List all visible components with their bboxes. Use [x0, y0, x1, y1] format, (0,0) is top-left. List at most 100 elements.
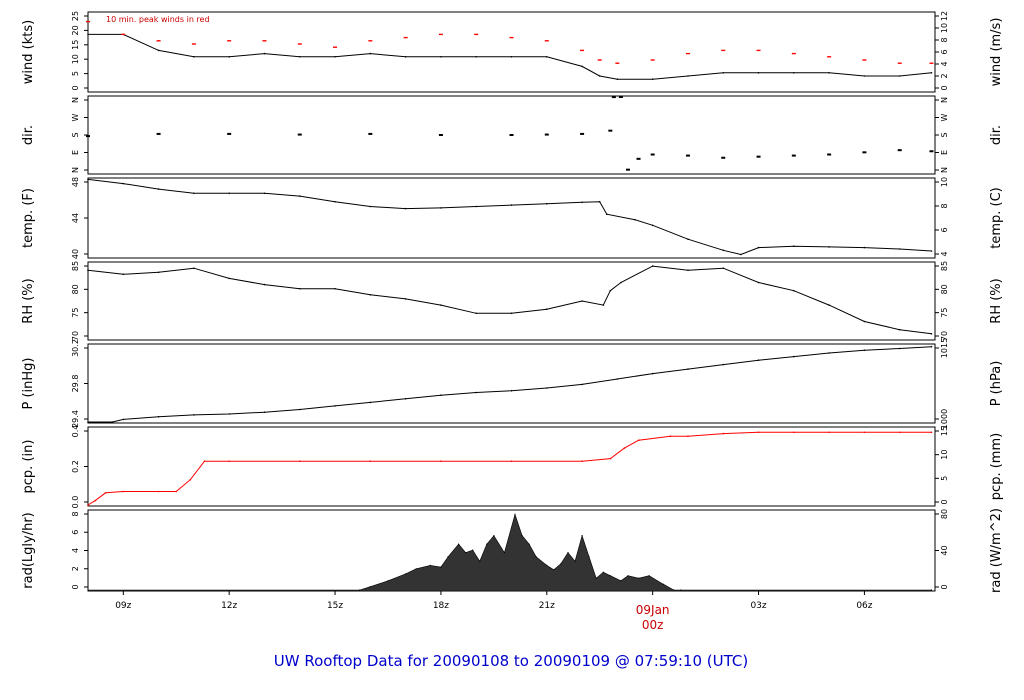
- direction-point: [227, 132, 232, 135]
- series-line: [87, 265, 932, 335]
- series-line: [87, 178, 932, 256]
- x-tick-label: 21z: [539, 601, 555, 611]
- radiation-point: [493, 535, 495, 537]
- panel-frame: [87, 426, 936, 507]
- data-point: [87, 178, 89, 181]
- y-tick-label-right: 0: [940, 85, 949, 90]
- data-point: [546, 308, 548, 311]
- data-point: [157, 271, 160, 274]
- data-point: [598, 200, 601, 203]
- y-tick-label-left: 30.2: [71, 339, 80, 357]
- x-tick-label: 03z: [750, 601, 766, 611]
- data-point: [687, 368, 689, 370]
- direction-point: [756, 155, 761, 158]
- data-point: [334, 287, 336, 290]
- x-tick-label: 09z: [115, 601, 131, 611]
- panel-frame: [87, 11, 936, 93]
- data-point: [510, 389, 513, 392]
- y-tick-label-right: 85: [940, 261, 949, 271]
- data-point: [546, 202, 548, 205]
- y-axis-label-left: pcp. (in): [21, 440, 36, 494]
- y-tick-label-left: 29.8: [71, 375, 80, 393]
- data-point: [687, 435, 689, 438]
- direction-point: [625, 168, 630, 171]
- data-point: [299, 56, 301, 58]
- y-tick-label-right: 40: [940, 545, 949, 555]
- y-axis-label-left: dir.: [21, 125, 36, 145]
- panel-frame: [87, 343, 936, 424]
- direction-point: [636, 157, 641, 160]
- direction-point: [791, 154, 796, 157]
- y-tick-label-right: 10: [940, 23, 949, 33]
- data-point: [620, 281, 622, 284]
- data-point: [157, 188, 160, 190]
- data-point: [404, 298, 407, 300]
- y-tick-label-right: 80: [940, 509, 949, 519]
- data-point: [898, 328, 901, 331]
- data-point: [228, 56, 230, 58]
- y-axis-label-left: wind (kts): [21, 20, 36, 84]
- y-tick-label-right: 80: [940, 284, 949, 294]
- y-tick-label-left: 0.2: [71, 460, 80, 473]
- data-point: [598, 75, 601, 77]
- data-point: [122, 490, 125, 493]
- data-point: [299, 195, 301, 197]
- data-point: [299, 460, 301, 463]
- data-point: [793, 245, 795, 247]
- data-point: [793, 72, 795, 74]
- direction-point: [438, 134, 443, 136]
- data-point: [440, 207, 442, 209]
- data-point: [334, 200, 336, 203]
- data-point: [581, 300, 583, 302]
- radiation-point: [553, 569, 555, 571]
- data-point: [930, 431, 933, 434]
- radiation-point: [528, 543, 530, 545]
- y-tick-label-left: N: [71, 167, 80, 173]
- data-point: [609, 289, 612, 292]
- radiation-point: [440, 566, 442, 568]
- direction-point: [929, 150, 934, 153]
- data-point: [94, 499, 96, 502]
- radiation-point: [359, 589, 361, 591]
- y-tick-label-right: 10: [940, 177, 949, 187]
- x-tick-label: 18z: [433, 601, 449, 611]
- data-point: [828, 246, 830, 248]
- data-point: [722, 72, 725, 74]
- data-point: [334, 405, 336, 407]
- data-point: [930, 72, 933, 74]
- data-point: [828, 352, 830, 354]
- x-tick-label: 06z: [856, 601, 872, 611]
- data-point: [122, 418, 125, 421]
- y-tick-label-left: E: [71, 150, 80, 155]
- data-point: [263, 283, 266, 286]
- data-point: [863, 75, 866, 77]
- radiation-point: [581, 535, 583, 537]
- direction-point: [509, 134, 514, 136]
- y-tick-label-left: 4: [71, 548, 80, 553]
- data-point: [687, 269, 689, 272]
- y-axis-label-right: wind (m/s): [989, 18, 1004, 87]
- radiation-point: [486, 543, 488, 545]
- peak-winds-note: 10 min. peak winds in red: [106, 15, 210, 24]
- radiation-point: [567, 552, 569, 554]
- radiation-point: [472, 549, 474, 551]
- y-tick-label-right: 1000: [940, 409, 949, 429]
- data-point: [228, 460, 230, 463]
- data-point: [369, 401, 372, 404]
- data-point: [828, 72, 830, 74]
- data-point: [203, 460, 206, 463]
- series-line: [88, 33, 932, 80]
- x-tick-label: 15z: [327, 601, 343, 611]
- y-axis-label-right: P (hPa): [989, 361, 1004, 407]
- data-point: [863, 431, 866, 434]
- y-tick-label-right: 4: [940, 61, 949, 66]
- direction-point: [685, 154, 690, 157]
- direction-point: [580, 132, 585, 135]
- y-tick-label-left: 40: [71, 249, 80, 259]
- y-tick-label-right: N: [940, 97, 949, 103]
- radiation-point: [387, 580, 389, 582]
- radiation-point: [620, 580, 622, 582]
- data-point: [546, 387, 548, 389]
- y-tick-label-left: 6: [71, 530, 80, 535]
- radiation-point: [521, 535, 523, 537]
